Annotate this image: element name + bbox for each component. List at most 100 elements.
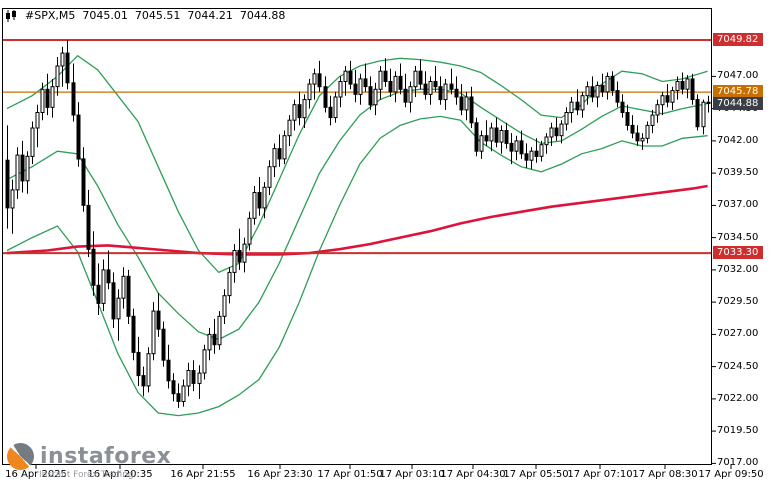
bollinger-lower-band xyxy=(6,115,708,417)
candle xyxy=(106,250,111,290)
candle xyxy=(217,311,222,350)
price-axis-label: 7029.50 xyxy=(717,296,759,307)
candle xyxy=(620,94,625,118)
price-high: 7045.51 xyxy=(134,9,181,22)
candle xyxy=(635,125,640,146)
instaforex-logo-icon xyxy=(7,443,34,470)
symbol-timeframe: #SPX,M5 xyxy=(25,9,76,22)
candle xyxy=(86,189,91,257)
price-axis-label: 7034.50 xyxy=(717,232,759,243)
candle xyxy=(202,344,207,380)
candle xyxy=(212,318,217,354)
price-axis-label: 7032.00 xyxy=(717,264,759,275)
candle xyxy=(504,122,509,149)
candle xyxy=(267,160,272,195)
price-axis-label: 7037.00 xyxy=(717,199,759,210)
candle xyxy=(665,84,670,108)
candle xyxy=(408,81,413,113)
candle xyxy=(126,269,131,324)
candle xyxy=(368,76,373,110)
candle xyxy=(484,120,489,146)
candle xyxy=(499,125,504,154)
price-axis-label: 7039.50 xyxy=(717,167,759,178)
candle xyxy=(252,186,257,225)
candle xyxy=(534,138,539,163)
candle xyxy=(232,244,237,283)
candle xyxy=(605,72,610,100)
time-axis-label: 16 Apr 23:30 xyxy=(247,469,313,480)
candle xyxy=(186,362,191,397)
candle xyxy=(146,347,151,393)
candle xyxy=(438,76,443,105)
candle xyxy=(600,73,605,97)
candle xyxy=(388,68,393,97)
price-axis-label: 7017.00 xyxy=(717,457,759,468)
price-axis-label: 7027.00 xyxy=(717,328,759,339)
candle xyxy=(111,272,116,328)
candle xyxy=(136,336,141,386)
candle xyxy=(207,327,212,361)
price-badge-resistance: 7049.82 xyxy=(713,33,763,46)
candle xyxy=(156,293,161,337)
candle xyxy=(514,135,519,161)
candle xyxy=(227,267,232,304)
watermark-brand: instaforex xyxy=(40,444,172,469)
candle xyxy=(383,58,388,87)
candle xyxy=(428,76,433,105)
candle xyxy=(701,99,706,135)
price-badge-support: 7033.30 xyxy=(713,246,763,259)
candle xyxy=(610,71,615,96)
candle xyxy=(373,82,378,116)
candle xyxy=(569,97,574,123)
price-axis-label: 7019.50 xyxy=(717,425,759,436)
bollinger-upper-band xyxy=(6,54,708,274)
candle xyxy=(55,57,60,96)
candle xyxy=(15,147,20,199)
candle xyxy=(343,66,348,96)
candle xyxy=(469,86,474,128)
candlestick-chart-icon xyxy=(5,9,18,22)
time-axis-label: 17 Apr 01:50 xyxy=(317,469,383,480)
candle xyxy=(81,147,86,212)
candle xyxy=(660,91,665,116)
candle xyxy=(60,46,65,87)
price-axis-label: 7022.00 xyxy=(717,393,759,404)
candle xyxy=(509,133,514,165)
candle xyxy=(378,66,383,100)
candle xyxy=(20,140,25,193)
candle xyxy=(348,60,353,90)
candle xyxy=(685,75,690,99)
candle xyxy=(96,263,101,315)
candle xyxy=(35,104,40,148)
candle xyxy=(30,121,35,165)
candle xyxy=(433,66,438,92)
candle xyxy=(161,321,166,367)
candle xyxy=(393,71,398,103)
candle xyxy=(297,91,302,126)
candle xyxy=(166,344,171,389)
candle xyxy=(706,95,711,113)
candle xyxy=(625,104,630,131)
candle xyxy=(277,134,282,167)
candle xyxy=(519,130,524,159)
candle xyxy=(91,231,96,296)
time-axis-label: 17 Apr 09:50 xyxy=(698,469,764,480)
candle xyxy=(181,379,186,407)
price-badge-current-price: 7044.88 xyxy=(713,97,763,110)
candle xyxy=(529,147,534,170)
time-axis-label: 17 Apr 08:30 xyxy=(632,469,698,480)
time-axis-label: 16 Apr 21:55 xyxy=(170,469,236,480)
plot-border xyxy=(2,8,712,465)
candle xyxy=(171,373,176,402)
candle xyxy=(630,115,635,139)
candle xyxy=(403,73,408,108)
time-axis-label: 17 Apr 03:10 xyxy=(379,469,445,480)
candle xyxy=(680,72,685,95)
candle xyxy=(559,120,564,144)
candle xyxy=(690,73,695,105)
candle xyxy=(363,63,368,92)
candle xyxy=(328,95,333,126)
candle xyxy=(151,302,156,361)
candle xyxy=(524,143,529,168)
